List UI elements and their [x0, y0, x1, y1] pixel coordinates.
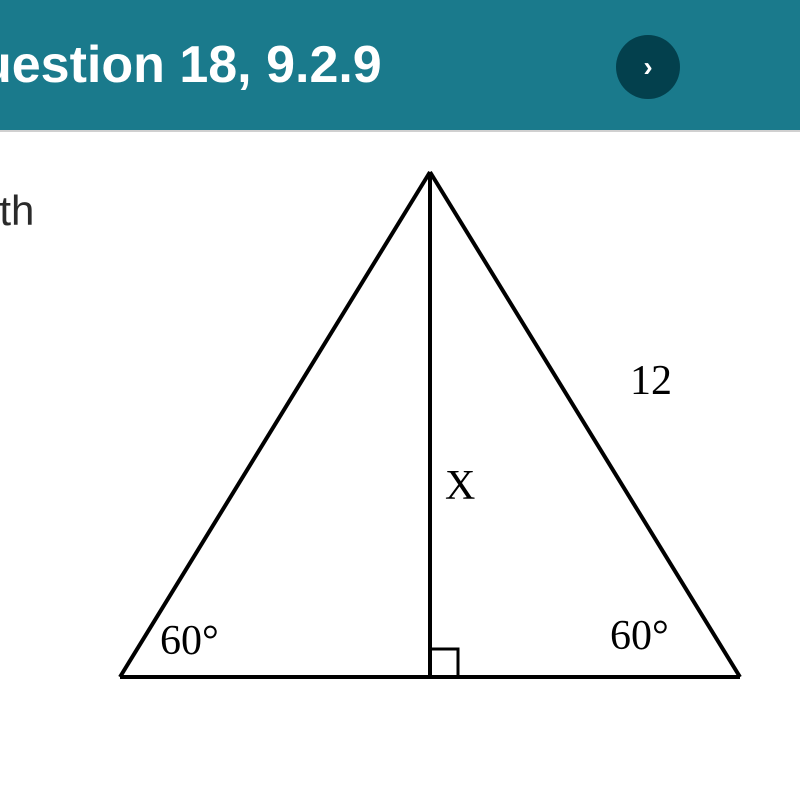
content-area: ith 12 X 60° 60° [0, 130, 800, 800]
chevron-right-icon: › [643, 51, 652, 83]
angle-label-left: 60° [160, 617, 219, 665]
next-button[interactable]: › [616, 35, 680, 99]
question-header: uestion 18, 9.2.9 › [0, 0, 800, 130]
altitude-label-x: X [445, 462, 475, 510]
question-title: uestion 18, 9.2.9 [0, 35, 382, 95]
side-label-12: 12 [630, 357, 672, 405]
triangle-diagram: 12 X 60° 60° [100, 162, 760, 722]
triangle-right-side [430, 172, 740, 677]
right-angle-marker [430, 649, 458, 677]
triangle-left-side [120, 172, 430, 677]
truncated-text: ith [0, 187, 34, 235]
angle-label-right: 60° [610, 612, 669, 660]
